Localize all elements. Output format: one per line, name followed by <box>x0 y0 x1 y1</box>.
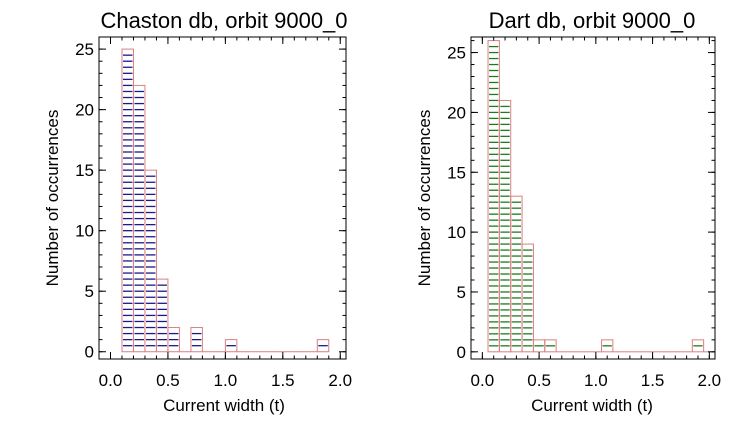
y-tick-label: 5 <box>85 282 94 301</box>
histogram-bar <box>132 84 146 353</box>
y-tick-label: 15 <box>75 161 94 180</box>
chart-title: Dart db, orbit 9000_0 <box>489 8 696 33</box>
histogram-bar <box>144 169 157 353</box>
y-axis-label: Number of occurrences <box>415 110 434 287</box>
bar-outline <box>544 339 557 353</box>
histogram-bar <box>521 243 534 353</box>
histogram-bar <box>532 339 546 353</box>
x-tick-label: 1.0 <box>584 371 608 390</box>
y-tick-label: 10 <box>75 222 94 241</box>
x-axis-label: Current width (t) <box>531 396 653 415</box>
plot-frame <box>98 36 347 360</box>
histogram-bar <box>691 339 705 353</box>
x-tick-label: 1.0 <box>214 371 238 390</box>
bar-outline <box>167 327 180 353</box>
y-tick-label: 0 <box>457 343 466 362</box>
bar-outline <box>521 243 534 353</box>
bar-outline <box>601 339 614 353</box>
x-tick-label: 0.0 <box>471 371 495 390</box>
axes-group: 0.0 0.5 1.0 1.5 2.0 0 5 10 15 20 25 <box>75 36 352 390</box>
x-tick-label: 0.5 <box>527 371 551 390</box>
bar-outline <box>155 278 169 353</box>
y-tick-label: 25 <box>447 44 466 63</box>
histogram-bar <box>155 278 169 353</box>
y-tick-label: 0 <box>85 343 94 362</box>
x-tick-label: 1.5 <box>271 371 295 390</box>
y-tick-label: 15 <box>447 163 466 182</box>
axes-group: 0.0 0.5 1.0 1.5 2.0 0 5 10 15 20 25 <box>447 37 721 390</box>
chart-panel-chaston: Chaston db, orbit 9000_0 0.0 0.5 1.0 1.5 2.0… <box>43 8 352 415</box>
x-tick-label: 0.5 <box>156 371 180 390</box>
bar-group <box>487 40 715 353</box>
histogram-bar <box>121 48 134 353</box>
histogram-bar <box>190 327 203 353</box>
bar-outline <box>144 169 157 353</box>
histogram-bar <box>487 40 500 353</box>
x-tick-label: 2.0 <box>328 371 352 390</box>
chart-title: Chaston db, orbit 9000_0 <box>100 8 347 33</box>
histogram-bar <box>544 339 557 353</box>
histogram-bar <box>498 99 512 353</box>
x-axis-label: Current width (t) <box>163 396 285 415</box>
histogram-bar <box>224 339 238 353</box>
bar-outline <box>224 339 238 353</box>
x-tick-label: 2.0 <box>698 371 722 390</box>
y-tick-label: 20 <box>75 101 94 120</box>
histogram-bar <box>601 339 614 353</box>
y-tick-label: 20 <box>447 103 466 122</box>
y-tick-label: 5 <box>457 283 466 302</box>
bar-group <box>121 48 330 353</box>
x-tick-label: 1.5 <box>641 371 665 390</box>
bar-outline <box>190 327 203 353</box>
y-axis-label: Number of occurrences <box>43 110 62 287</box>
histogram-bar <box>167 327 180 353</box>
histogram-bar <box>510 195 523 353</box>
histogram-bar <box>316 339 330 353</box>
y-tick-label: 25 <box>75 40 94 59</box>
y-tick-label: 10 <box>447 223 466 242</box>
plot-frame <box>470 36 716 360</box>
bar-outline <box>691 339 705 353</box>
chart-panel-dart: Dart db, orbit 9000_0 0.0 0.5 1.0 1.5 2.0 0 5 1… <box>415 8 721 415</box>
x-tick-label: 0.0 <box>99 371 123 390</box>
bar-outline <box>316 339 330 353</box>
